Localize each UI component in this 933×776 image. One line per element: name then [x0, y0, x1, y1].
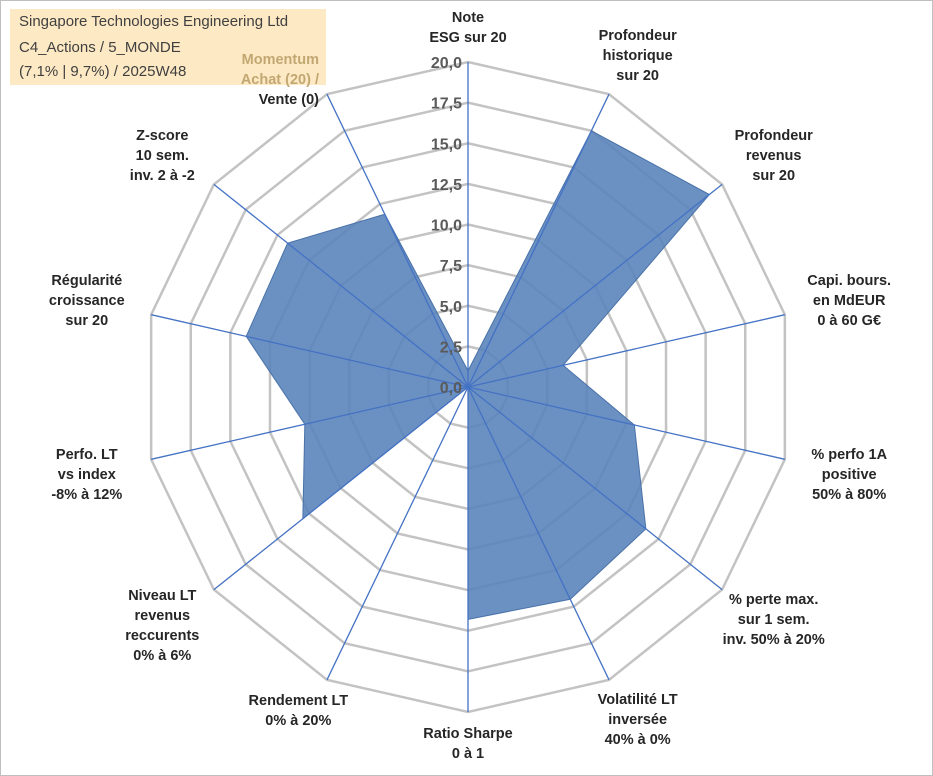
axis-spoke — [213, 386, 469, 591]
axis-label-line: % perte max. — [728, 592, 819, 609]
axis-label-line: inv. 2 à -2 — [129, 167, 195, 184]
axis-label: Ratio Sharpe 0 à 1 — [423, 724, 512, 764]
tick-label: 2,5 — [440, 339, 462, 356]
axis-spoke — [467, 386, 785, 460]
axis-label-line: Volatilité LT — [597, 692, 678, 709]
axis-label-line: Profondeur — [734, 127, 813, 144]
axis-label: Note ESG sur 20 — [429, 8, 506, 48]
axis-label-line: Capi. bours. — [807, 272, 892, 289]
axis-label-line: 0 à 1 — [451, 746, 485, 762]
tick-label: 7,5 — [440, 258, 462, 275]
axis-spoke — [326, 93, 469, 388]
tick-label: 20,0 — [431, 55, 462, 72]
axis-label: % perte max. sur 1 sem. inv. 50% à 20% — [723, 590, 825, 650]
tick-label: 10,0 — [431, 218, 462, 235]
axis-label-line: Niveau LT — [128, 588, 197, 605]
axis-label-line: 40% à 0% — [604, 732, 671, 749]
axis-label-line: Achat (20) / — [240, 72, 319, 88]
axis-label-line: 0% à 20% — [265, 713, 332, 730]
axis-label: Profondeur historique sur 20 — [599, 26, 677, 86]
axis-label-line: reccurents — [125, 628, 200, 645]
axis-label-line: en MdEUR — [812, 292, 886, 309]
axis-label-line: croissance — [48, 292, 125, 309]
axis-label-line: 50% à 80% — [812, 487, 887, 504]
axis-spoke — [467, 183, 723, 388]
axis-spoke — [467, 386, 610, 681]
axis-spoke — [467, 386, 723, 591]
axis-label-line: sur 20 — [65, 312, 109, 329]
company-name: Singapore Technologies Engineering Ltd — [19, 13, 289, 30]
axis-label-line: 0 à 60 G€ — [817, 312, 882, 329]
axis-label: Momentum Achat (20) / Vente (0) — [241, 50, 319, 110]
axis-label-line: Note — [451, 10, 485, 26]
tick-label: 17,5 — [431, 96, 462, 113]
axis-label: Perfo. LT vs index -8% à 12% — [51, 445, 122, 505]
axis-label: Capi. bours. en MdEUR 0 à 60 G€ — [807, 271, 891, 331]
axis-label-line: Z-score — [136, 127, 189, 144]
axis-label: % perfo 1A positive 50% à 80% — [811, 445, 887, 505]
axis-label-line: 10 sem. — [135, 147, 189, 164]
axis-label-line: sur 20 — [616, 67, 660, 84]
stats-label: (7,1% | 9,7%) / 2025W48 — [19, 63, 187, 80]
axis-label: Rendement LT 0% à 20% — [249, 691, 349, 731]
axis-label: Régularité croissance sur 20 — [49, 271, 125, 331]
axis-label-line: Profondeur — [598, 27, 677, 44]
axis-label-line: Vente (0) — [258, 92, 319, 108]
axis-spoke — [151, 386, 469, 460]
axis-label-line: vs index — [57, 467, 116, 484]
tick-label: 0,0 — [440, 380, 462, 397]
axis-spoke — [467, 93, 610, 388]
axis-spoke — [326, 386, 469, 681]
axis-label-line: Perfo. LT — [55, 447, 118, 464]
axis-label: Volatilité LT inversée 40% à 0% — [598, 690, 678, 750]
axis-label-line: ESG sur 20 — [429, 30, 507, 46]
axis-label-line: historique — [602, 47, 673, 64]
axis-label-line: Momentum — [241, 52, 319, 68]
axis-spoke — [151, 314, 469, 388]
axis-label-line: % perfo 1A — [811, 447, 888, 464]
axis-label-line: Régularité — [51, 272, 123, 289]
axis-label-line: -8% à 12% — [51, 487, 123, 504]
axis-label: Profondeur revenus sur 20 — [735, 126, 813, 186]
axis-label-line: 0% à 6% — [133, 648, 192, 665]
axis-label-line: Ratio Sharpe — [423, 726, 513, 742]
axis-label-line: Rendement LT — [248, 693, 349, 710]
tick-label: 5,0 — [440, 299, 462, 316]
info-box: Singapore Technologies Engineering Ltd C… — [10, 9, 326, 85]
axis-label-line: sur 20 — [752, 167, 796, 184]
axis-label-line: revenus — [745, 147, 802, 164]
axis-label-line: positive — [821, 467, 877, 484]
axis-label: Z-score 10 sem. inv. 2 à -2 — [130, 126, 195, 186]
tick-label: 15,0 — [431, 136, 462, 153]
category-label: C4_Actions / 5_MONDE — [19, 39, 181, 56]
tick-label: 12,5 — [431, 177, 462, 194]
axis-spoke — [213, 183, 469, 388]
axis-label-line: inversée — [608, 712, 668, 729]
axis-label-line: revenus — [134, 608, 191, 625]
axis-label-line: sur 1 sem. — [737, 612, 810, 629]
axis-spoke — [467, 314, 785, 388]
axis-label-line: inv. 50% à 20% — [722, 632, 825, 649]
axis-label: Niveau LT revenus reccurents 0% à 6% — [125, 586, 199, 666]
